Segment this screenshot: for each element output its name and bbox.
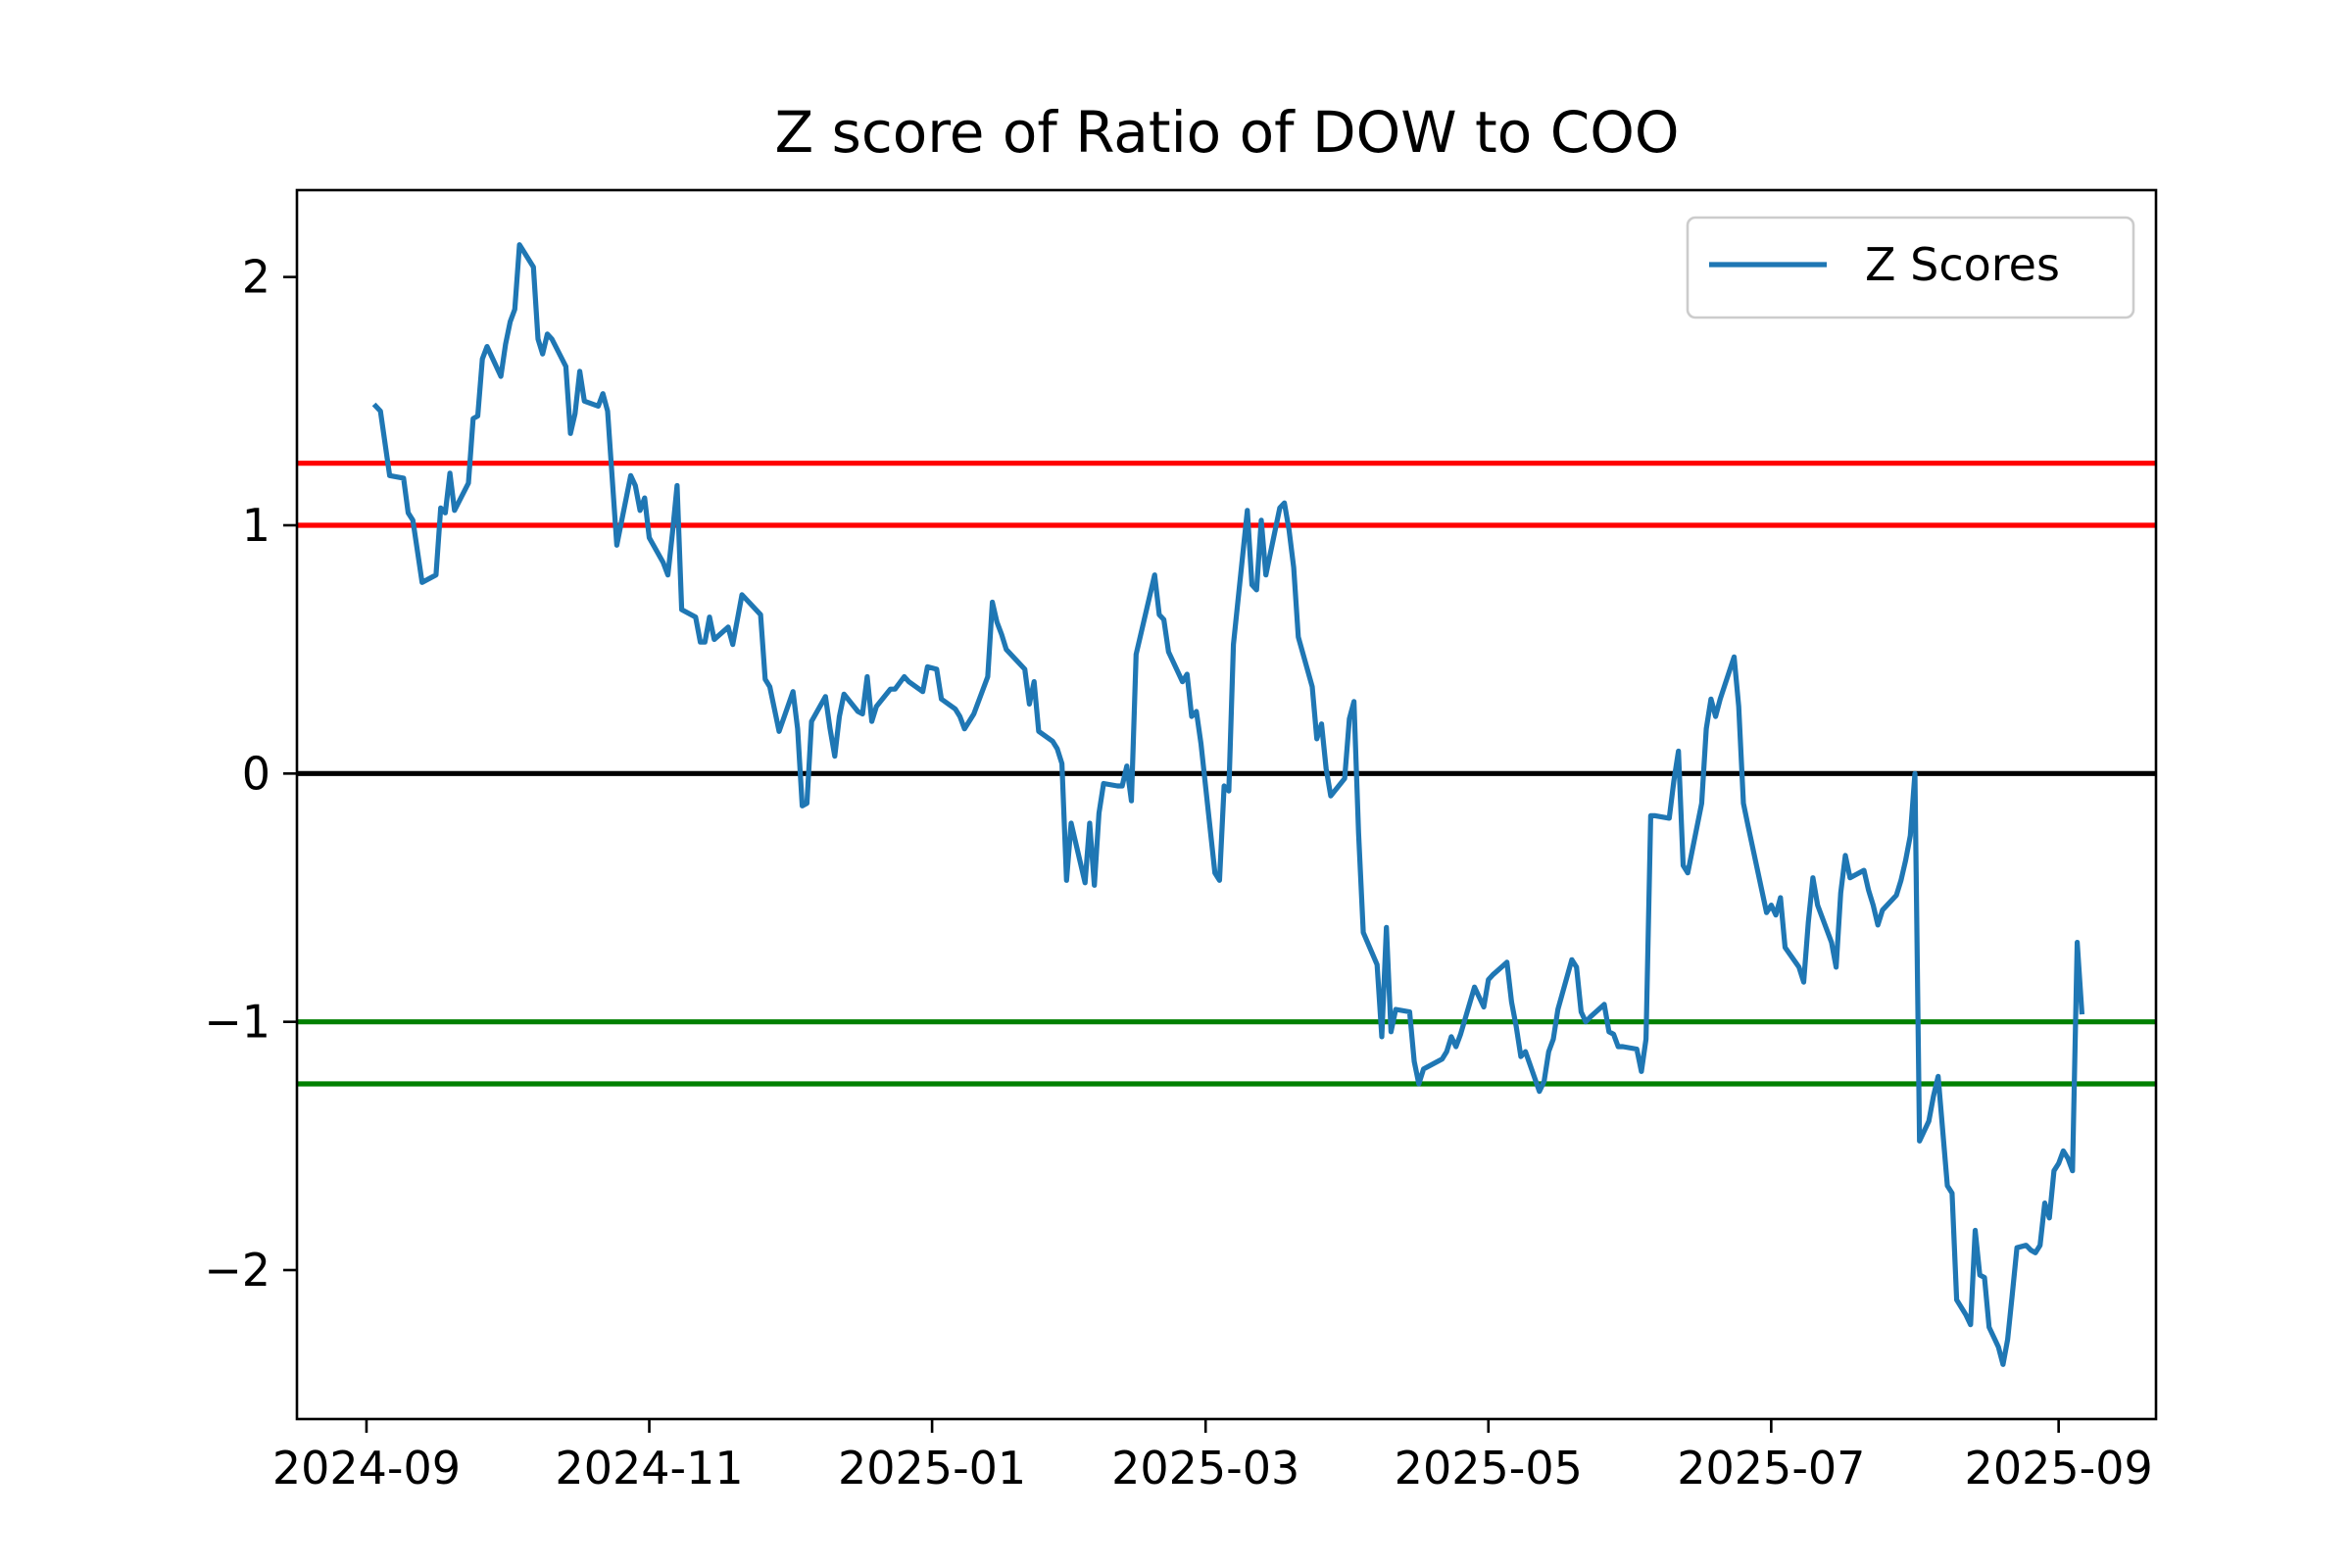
x-tick-label: 2024-11 [555, 1442, 743, 1494]
x-axis: 2024-09 2024-11 2025-01 2025-03 2025-05 2025-… [272, 1419, 2153, 1494]
x-tick-label: 2025-03 [1111, 1442, 1299, 1494]
y-tick-label: 2 [242, 251, 270, 304]
y-axis: 2 1 0 −1 −2 [204, 251, 297, 1297]
legend-label: Z Scores [1865, 238, 2060, 291]
plot-frame [295, 188, 2158, 1421]
series-line-0 [371, 242, 2085, 1367]
legend: Z Scores [1686, 216, 2135, 319]
x-tick-label: 2025-05 [1395, 1442, 1583, 1494]
x-tick-label: 2025-07 [1677, 1442, 1865, 1494]
y-tick-label: −2 [204, 1244, 270, 1297]
legend-box [1686, 216, 2135, 319]
threshold-lines [297, 461, 2156, 1087]
x-tick-label: 2024-09 [272, 1442, 461, 1494]
y-tick-label: 1 [242, 499, 270, 552]
y-tick-label: 0 [242, 747, 270, 800]
x-tick-label: 2025-01 [838, 1442, 1026, 1494]
x-tick-label: 2025-09 [1965, 1442, 2153, 1494]
y-tick-label: −1 [204, 996, 270, 1049]
series-layer [371, 242, 2085, 1367]
chart-title: Z score of Ratio of DOW to COO [774, 99, 1679, 166]
